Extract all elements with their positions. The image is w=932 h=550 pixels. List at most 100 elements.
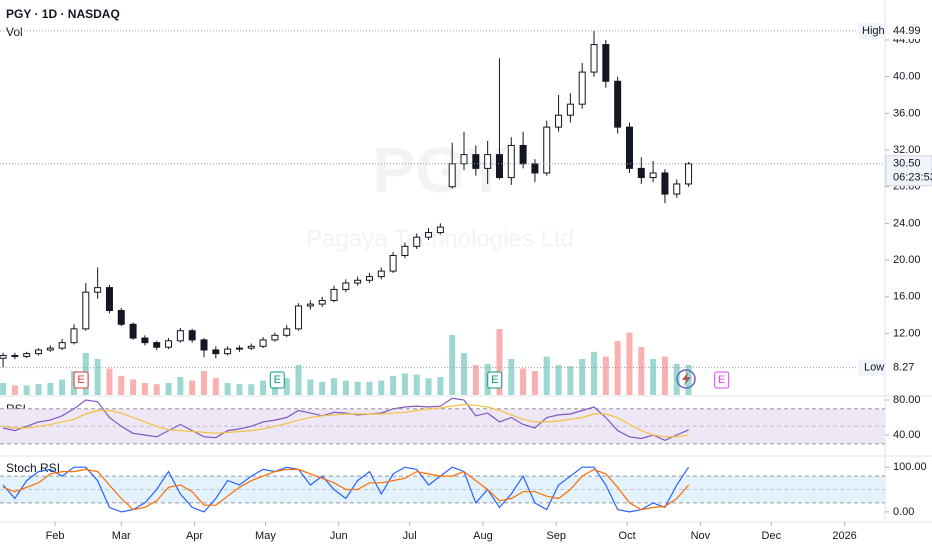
candle-body: [673, 183, 681, 195]
x-tick-label: Nov: [691, 530, 711, 542]
candle-body: [70, 328, 78, 344]
y-tick-label: 36.00: [893, 107, 921, 119]
candle-body: [271, 334, 279, 341]
candle-body: [94, 287, 102, 293]
x-tick-label: Jul: [403, 530, 417, 542]
candle-body: [235, 347, 243, 350]
volume-bar: [248, 384, 255, 395]
candle-body: [436, 226, 444, 234]
candle-body: [484, 154, 492, 169]
candle-body: [566, 103, 574, 116]
volume-bar: [177, 377, 184, 395]
volume-bar: [307, 379, 314, 395]
earnings-label: E: [274, 374, 281, 386]
volume-bar: [496, 329, 503, 395]
volume-bar: [472, 365, 479, 395]
earnings-marker: [269, 371, 285, 389]
candle-body: [519, 144, 527, 165]
rsi-line: [2, 397, 689, 441]
volume-bar: [319, 381, 326, 395]
volume-bar: [212, 378, 219, 395]
volume-bar: [94, 359, 101, 395]
volume-bar: [579, 359, 586, 395]
candle-body: [306, 303, 314, 307]
candle-body: [212, 349, 220, 355]
candle-body: [389, 255, 397, 272]
stoch_rsi-line: [2, 466, 690, 513]
volume-bar: [331, 378, 338, 395]
volume-bar: [354, 381, 361, 395]
candle-body: [165, 340, 173, 348]
volume-bar: [661, 356, 668, 395]
candle-body: [543, 126, 551, 174]
volume-bar: [11, 385, 18, 395]
candle-body: [602, 44, 610, 82]
low-tag: [858, 359, 885, 376]
low-value: 8.27: [893, 362, 914, 374]
volume-bar: [673, 363, 680, 395]
candle-body: [23, 353, 31, 357]
volume-bar: [153, 384, 160, 395]
earnings-marker: [714, 371, 730, 389]
candle-body: [531, 163, 539, 174]
volume-bar: [224, 383, 231, 395]
candle-body: [141, 337, 149, 344]
volume-bar: [118, 375, 125, 395]
candle-body: [413, 236, 421, 247]
x-tick-label: Jun: [330, 530, 348, 542]
candle-body: [259, 339, 267, 347]
volume-bar: [23, 385, 30, 395]
candle-body: [35, 349, 43, 355]
candle-body: [495, 154, 503, 179]
candle-body: [365, 276, 373, 281]
stoch-rsi-title: Stoch RSI: [6, 461, 60, 475]
candle-body: [425, 232, 433, 238]
candle-body: [295, 305, 303, 330]
candle-body: [46, 347, 54, 351]
candle-body: [0, 354, 7, 359]
candle-body: [11, 354, 19, 357]
volume-bar: [685, 365, 692, 395]
candle-body: [637, 167, 645, 179]
volume-bar: [165, 383, 172, 395]
x-tick-label: Dec: [762, 530, 782, 542]
x-tick-label: 2026: [832, 530, 856, 542]
volume-bar: [461, 353, 468, 395]
volume-bar: [614, 341, 621, 395]
candle-body: [247, 345, 255, 349]
volume-bar: [378, 380, 385, 395]
volume-bar: [189, 380, 196, 395]
volume-bar: [401, 373, 408, 395]
candle-body: [460, 154, 468, 165]
volume-bar: [425, 378, 432, 395]
volume-bar: [449, 335, 456, 395]
volume-bar: [555, 365, 562, 395]
y-tick-label: 40.00: [893, 429, 921, 441]
y-tick-label: 20.00: [893, 254, 921, 266]
candle-body: [578, 71, 586, 105]
candle-body: [377, 270, 385, 278]
x-tick-label: Aug: [473, 530, 493, 542]
y-tick-label: 16.00: [893, 291, 921, 303]
dividend-icon: [676, 369, 696, 389]
high-label: High: [862, 25, 885, 37]
candle-body: [507, 144, 515, 179]
candle-body: [590, 44, 598, 73]
candle-body: [129, 323, 137, 339]
candle-body: [472, 154, 480, 169]
candle-body: [685, 163, 693, 185]
x-tick-label: May: [255, 530, 276, 542]
y-tick-label: 0.00: [893, 506, 914, 518]
volume-bar: [130, 379, 137, 395]
candle-body: [649, 172, 657, 179]
earnings-label: E: [491, 374, 498, 386]
volume-bar: [200, 371, 207, 395]
candle-body: [224, 348, 232, 355]
candle-body: [318, 299, 326, 305]
volume-bar: [106, 368, 113, 395]
candle-body: [58, 342, 66, 349]
y-tick-label: 24.00: [893, 217, 921, 229]
stoch_rsi-line: [2, 468, 690, 511]
